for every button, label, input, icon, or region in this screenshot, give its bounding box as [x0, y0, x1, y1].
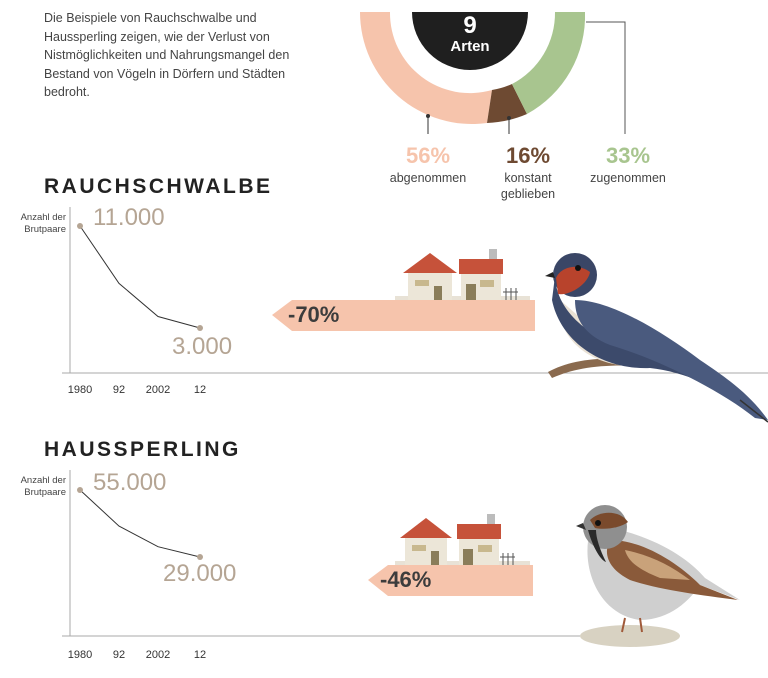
- swallow-tick-3: 12: [193, 384, 207, 396]
- swallow-start-point: [77, 223, 83, 229]
- pct-abgenommen: 56%: [405, 143, 451, 168]
- swallow-houses-icon: [395, 249, 530, 300]
- sparrow-change-label: -46%: [380, 567, 432, 592]
- donut-center: [412, 12, 528, 70]
- sparrow-tick-2: 2002: [145, 649, 171, 661]
- donut-segment-konstant: [487, 84, 527, 123]
- swallow-axes: [62, 207, 768, 374]
- sparrow-title: HAUSSPERLING: [44, 438, 241, 461]
- donut-chart: [360, 12, 626, 134]
- label-abgenommen: abgenommen: [389, 171, 467, 185]
- swallow-bird-illustration: [545, 253, 768, 423]
- sparrow-bird-illustration: [576, 505, 740, 647]
- sparrow-trend-line: [79, 489, 201, 558]
- sparrow-end-value: 29.000: [163, 560, 237, 587]
- intro-text: Die Beispiele von Rauchschwalbe und Haus…: [44, 11, 290, 99]
- sparrow-tick-3: 12: [193, 649, 207, 661]
- sparrow-start-value: 55.000: [93, 469, 167, 496]
- donut-segment-zugenommen: [512, 12, 586, 114]
- label-zugenommen: zugenommen: [590, 171, 666, 185]
- donut-segment-abgenommen: [360, 12, 492, 125]
- donut-center-value: 9: [463, 12, 477, 39]
- swallow-title: RAUCHSCHWALBE: [44, 175, 273, 198]
- pct-zugenommen: 33%: [605, 143, 651, 168]
- swallow-change-label: -70%: [288, 302, 340, 327]
- donut-center-label: Arten: [450, 38, 490, 55]
- sparrow-change-arrow: [368, 565, 533, 596]
- swallow-end-point: [197, 325, 203, 331]
- sparrow-y-axis-label: Anzahl der Brutpaare: [20, 475, 66, 498]
- sparrow-houses-icon: [395, 514, 530, 565]
- swallow-tick-0: 1980: [67, 384, 93, 396]
- swallow-end-value: 3.000: [172, 333, 233, 360]
- sparrow-start-point: [77, 487, 83, 493]
- swallow-y-axis-label: Anzahl der Brutpaare: [20, 212, 66, 235]
- swallow-start-value: 11.000: [93, 204, 165, 231]
- sparrow-tick-0: 1980: [67, 649, 93, 661]
- sparrow-end-point: [197, 554, 203, 560]
- label-konstant: konstant geblieben: [500, 171, 556, 201]
- swallow-trend-line: [79, 225, 201, 329]
- swallow-tick-2: 2002: [145, 384, 171, 396]
- pct-konstant: 16%: [505, 143, 551, 168]
- sparrow-tick-1: 92: [112, 649, 126, 661]
- swallow-change-arrow: [272, 300, 535, 331]
- sparrow-axes: [62, 470, 580, 637]
- swallow-tick-1: 92: [112, 384, 126, 396]
